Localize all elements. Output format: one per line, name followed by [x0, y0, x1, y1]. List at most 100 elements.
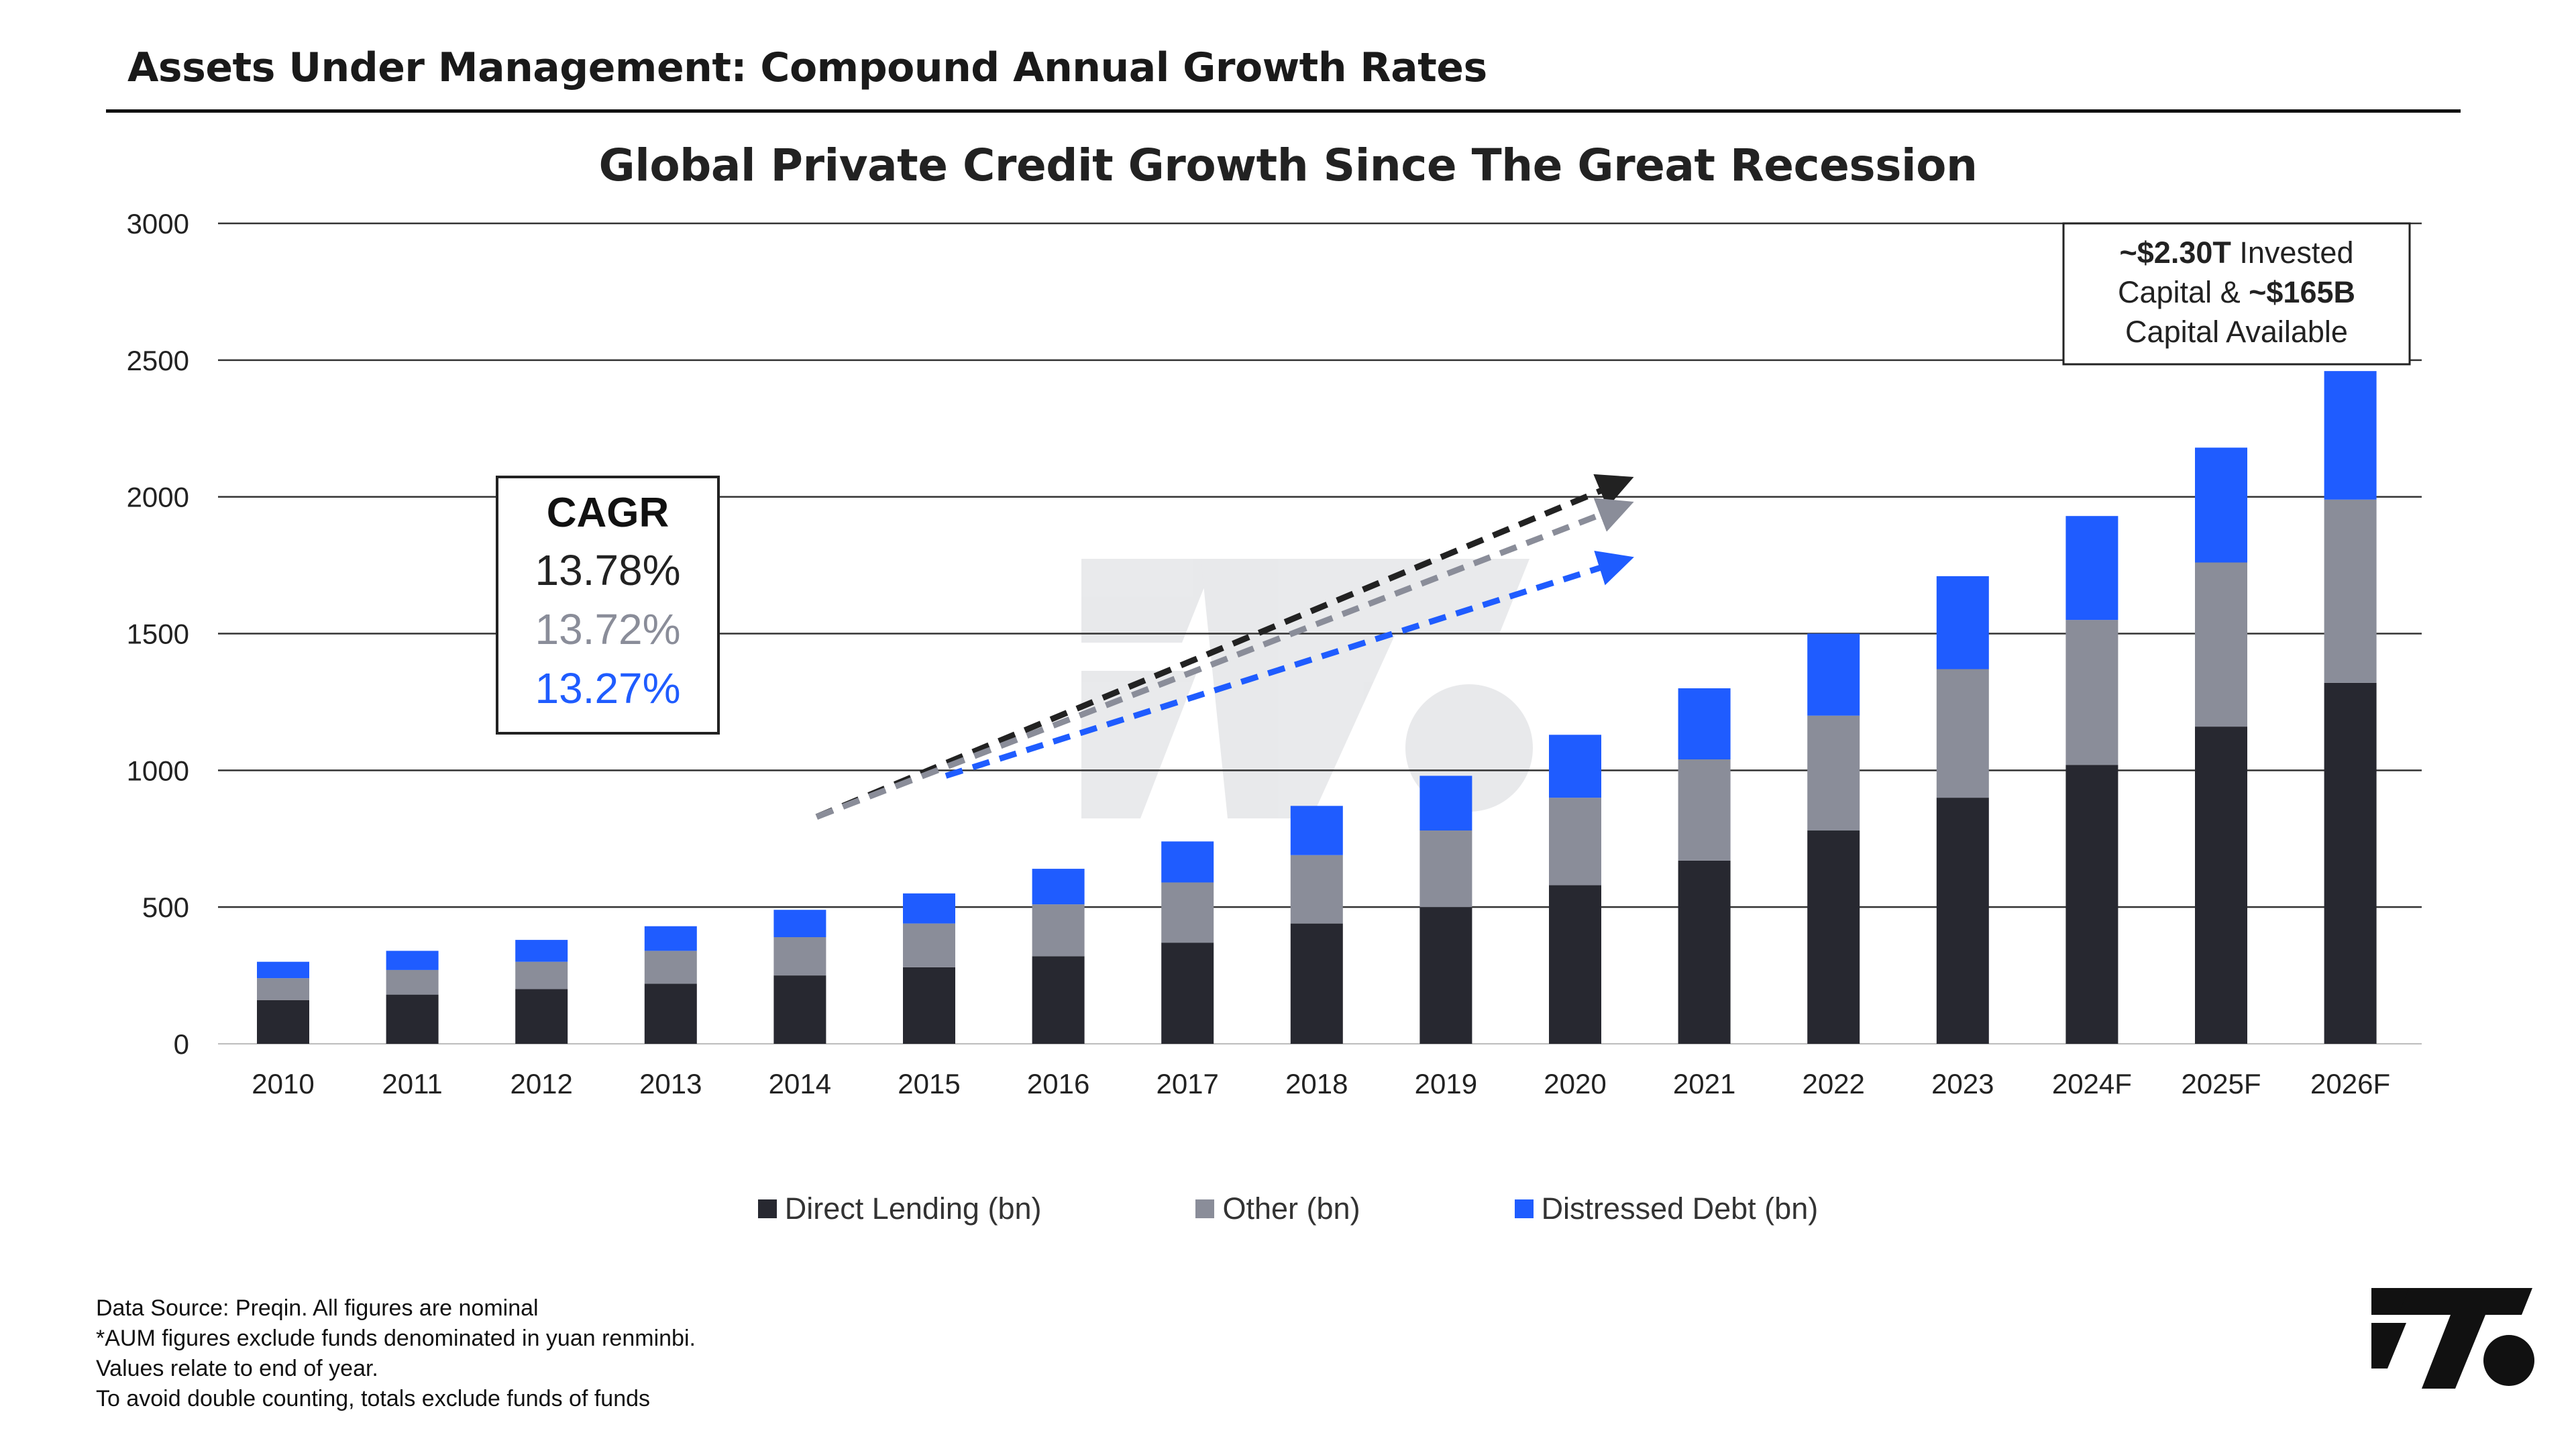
x-tick-label: 2020 — [1544, 1068, 1606, 1099]
x-tick-label: 2015 — [898, 1068, 960, 1099]
bar-direct-lending-2018 — [1290, 923, 1343, 1044]
bar-other-2018 — [1290, 855, 1343, 924]
y-tick-label: 1500 — [127, 619, 189, 650]
bar-other-2023 — [1936, 669, 1989, 798]
bar-other-2026F — [2324, 499, 2377, 683]
trend-arrow-1 — [815, 498, 1634, 820]
bar-other-2015 — [903, 923, 955, 967]
bar-distressed-debt-2020 — [1549, 735, 1601, 798]
footnote-double-counting: To avoid double counting, totals exclude… — [96, 1386, 651, 1411]
y-tick-label: 2500 — [127, 345, 189, 376]
bar-direct-lending-2012 — [515, 989, 568, 1044]
bar-direct-lending-2022 — [1807, 830, 1860, 1044]
y-tick-label: 0 — [174, 1028, 189, 1060]
bar-other-2013 — [644, 951, 697, 984]
callout-line3: Capital Available — [2125, 315, 2348, 349]
bar-distressed-debt-2019 — [1419, 775, 1472, 831]
legend-label-distressed: Distressed Debt (bn) — [1541, 1191, 1819, 1226]
bar-direct-lending-2020 — [1549, 885, 1601, 1044]
x-tick-label: 2023 — [1931, 1068, 1994, 1099]
svg-text:Capital & ~$165B: Capital & ~$165B — [2118, 275, 2355, 309]
y-tick-label: 3000 — [127, 208, 189, 239]
bar-other-2012 — [515, 961, 568, 989]
y-tick-label: 2000 — [127, 482, 189, 513]
footnotes: Data Source: Preqin. All figures are nom… — [96, 1293, 696, 1414]
bar-other-2011 — [386, 969, 439, 995]
bar-other-2024F — [2065, 620, 2118, 765]
bar-other-2019 — [1419, 830, 1472, 908]
bar-other-2022 — [1807, 715, 1860, 831]
header-divider — [106, 109, 2461, 113]
y-tick-label: 500 — [142, 892, 189, 923]
x-tick-label: 2019 — [1415, 1068, 1477, 1099]
callout-aum: ~$2.30T — [2119, 235, 2231, 270]
bar-other-2016 — [1032, 904, 1085, 957]
bars — [257, 371, 2377, 1044]
footnote-timing: Values relate to end of year. — [96, 1356, 378, 1381]
bar-direct-lending-2025F — [2195, 727, 2247, 1044]
x-tick-label: 2013 — [639, 1068, 702, 1099]
footnote-source: Data Source: Preqin. All figures are nom… — [96, 1295, 539, 1321]
legend-swatch-direct-lending — [757, 1199, 777, 1218]
bar-distressed-debt-2015 — [903, 893, 955, 924]
x-tick-label: 2018 — [1285, 1068, 1348, 1099]
cagr-value-other: 13.72% — [535, 605, 680, 653]
bar-distressed-debt-2012 — [515, 940, 568, 962]
cagr-value-direct-lending: 13.78% — [535, 546, 680, 594]
svg-text:~$2.30T Invested: ~$2.30T Invested — [2119, 235, 2353, 270]
bar-direct-lending-2024F — [2065, 765, 2118, 1044]
x-tick-label: 2025F — [2181, 1068, 2261, 1099]
brand-logo — [2371, 1288, 2534, 1389]
bar-distressed-debt-2021 — [1678, 688, 1731, 760]
y-tick-label: 1000 — [127, 755, 189, 786]
legend-item-other: Other (bn) — [1195, 1191, 1360, 1226]
x-axis: 2010 2011 2012 2013 2014 2015 2016 2017 2018 2019… — [252, 1068, 2390, 1099]
bar-distressed-debt-2011 — [386, 951, 439, 970]
bar-distressed-debt-2014 — [773, 910, 826, 938]
bar-distressed-debt-2022 — [1807, 633, 1860, 716]
bar-direct-lending-2013 — [644, 983, 697, 1044]
cagr-value-distressed: 13.27% — [535, 664, 680, 712]
legend-swatch-other — [1195, 1199, 1215, 1218]
chart-legend: Direct Lending (bn) Other (bn) Distresse… — [0, 1191, 2576, 1226]
legend-item-distressed: Distressed Debt (bn) — [1514, 1191, 1819, 1226]
x-tick-label: 2022 — [1802, 1068, 1864, 1099]
bar-other-2010 — [257, 978, 309, 1000]
trend-arrows — [815, 474, 1634, 820]
bar-distressed-debt-2024F — [2065, 516, 2118, 621]
bar-other-2020 — [1549, 798, 1601, 885]
bar-distressed-debt-2017 — [1161, 841, 1214, 883]
callout-dry-powder: ~$165B — [2249, 275, 2355, 309]
bar-direct-lending-2019 — [1419, 907, 1472, 1044]
trend-arrow-0 — [815, 474, 1634, 820]
legend-label-other: Other (bn) — [1222, 1191, 1360, 1226]
bar-distressed-debt-2026F — [2324, 371, 2377, 500]
bar-direct-lending-2010 — [257, 1000, 309, 1044]
trend-arrow-2 — [945, 550, 1634, 779]
footnote-currency: *AUM figures exclude funds denominated i… — [96, 1326, 696, 1351]
capital-callout: ~$2.30T Invested Capital & ~$165B Capita… — [2062, 222, 2411, 366]
bar-direct-lending-2017 — [1161, 943, 1214, 1044]
legend-swatch-distressed — [1514, 1199, 1534, 1218]
x-tick-label: 2014 — [769, 1068, 831, 1099]
x-tick-label: 2024F — [2052, 1068, 2132, 1099]
bar-distressed-debt-2016 — [1032, 869, 1085, 905]
cagr-title: CAGR — [547, 490, 669, 536]
x-tick-label: 2021 — [1673, 1068, 1735, 1099]
bar-distressed-debt-2018 — [1290, 806, 1343, 855]
x-tick-label: 2011 — [382, 1068, 442, 1099]
chart-title: Global Private Credit Growth Since The G… — [598, 140, 1978, 191]
x-tick-label: 2012 — [510, 1068, 572, 1099]
legend-label-direct-lending: Direct Lending (bn) — [784, 1191, 1042, 1226]
bar-direct-lending-2016 — [1032, 956, 1085, 1044]
bar-direct-lending-2023 — [1936, 798, 1989, 1044]
bar-distressed-debt-2010 — [257, 961, 309, 979]
cagr-box: CAGR 13.78% 13.72% 13.27% — [496, 476, 720, 735]
bar-direct-lending-2015 — [903, 967, 955, 1044]
bar-other-2021 — [1678, 759, 1731, 861]
page-title: Assets Under Management: Compound Annual… — [127, 44, 1487, 91]
bar-direct-lending-2011 — [386, 994, 439, 1044]
x-tick-label: 2010 — [252, 1068, 314, 1099]
bar-distressed-debt-2013 — [644, 926, 697, 951]
